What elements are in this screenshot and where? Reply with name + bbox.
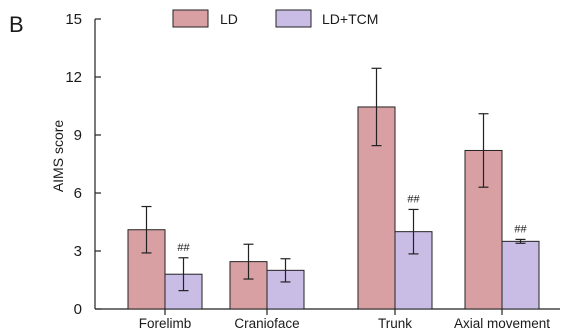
x-tick-labels: Forelimb Cranioface Trunk Axial movement — [139, 316, 551, 331]
x-tick-label: Axial movement — [454, 316, 550, 331]
significance-label: ## — [407, 193, 420, 205]
x-tick-label: Trunk — [378, 316, 412, 331]
legend-label-ld: LD — [220, 11, 238, 27]
significance-label: ## — [514, 223, 527, 235]
legend-swatch-ld — [172, 9, 209, 28]
y-tick-label: 15 — [65, 11, 82, 28]
y-tick-label: 6 — [74, 185, 82, 202]
y-tick-label: 12 — [65, 69, 82, 86]
panel-label: B — [9, 12, 24, 37]
y-tick-label: 3 — [74, 243, 82, 260]
significance-label: ## — [177, 242, 190, 254]
y-tick-label: 9 — [74, 127, 82, 144]
bar-ld-tcm — [501, 240, 540, 310]
x-tick-label: Forelimb — [139, 316, 192, 331]
y-tick-label: 0 — [74, 301, 82, 318]
legend-swatch-ld-tcm — [275, 9, 312, 28]
legend-label-ld-tcm: LD+TCM — [322, 11, 378, 27]
x-tick-label: Cranioface — [234, 316, 299, 331]
legend: LD LD+TCM — [172, 9, 378, 28]
y-ticks: 0 3 6 9 12 15 — [65, 11, 101, 318]
y-axis-title: AIMS score — [50, 120, 66, 193]
bars: ## ## ## — [127, 67, 540, 315]
